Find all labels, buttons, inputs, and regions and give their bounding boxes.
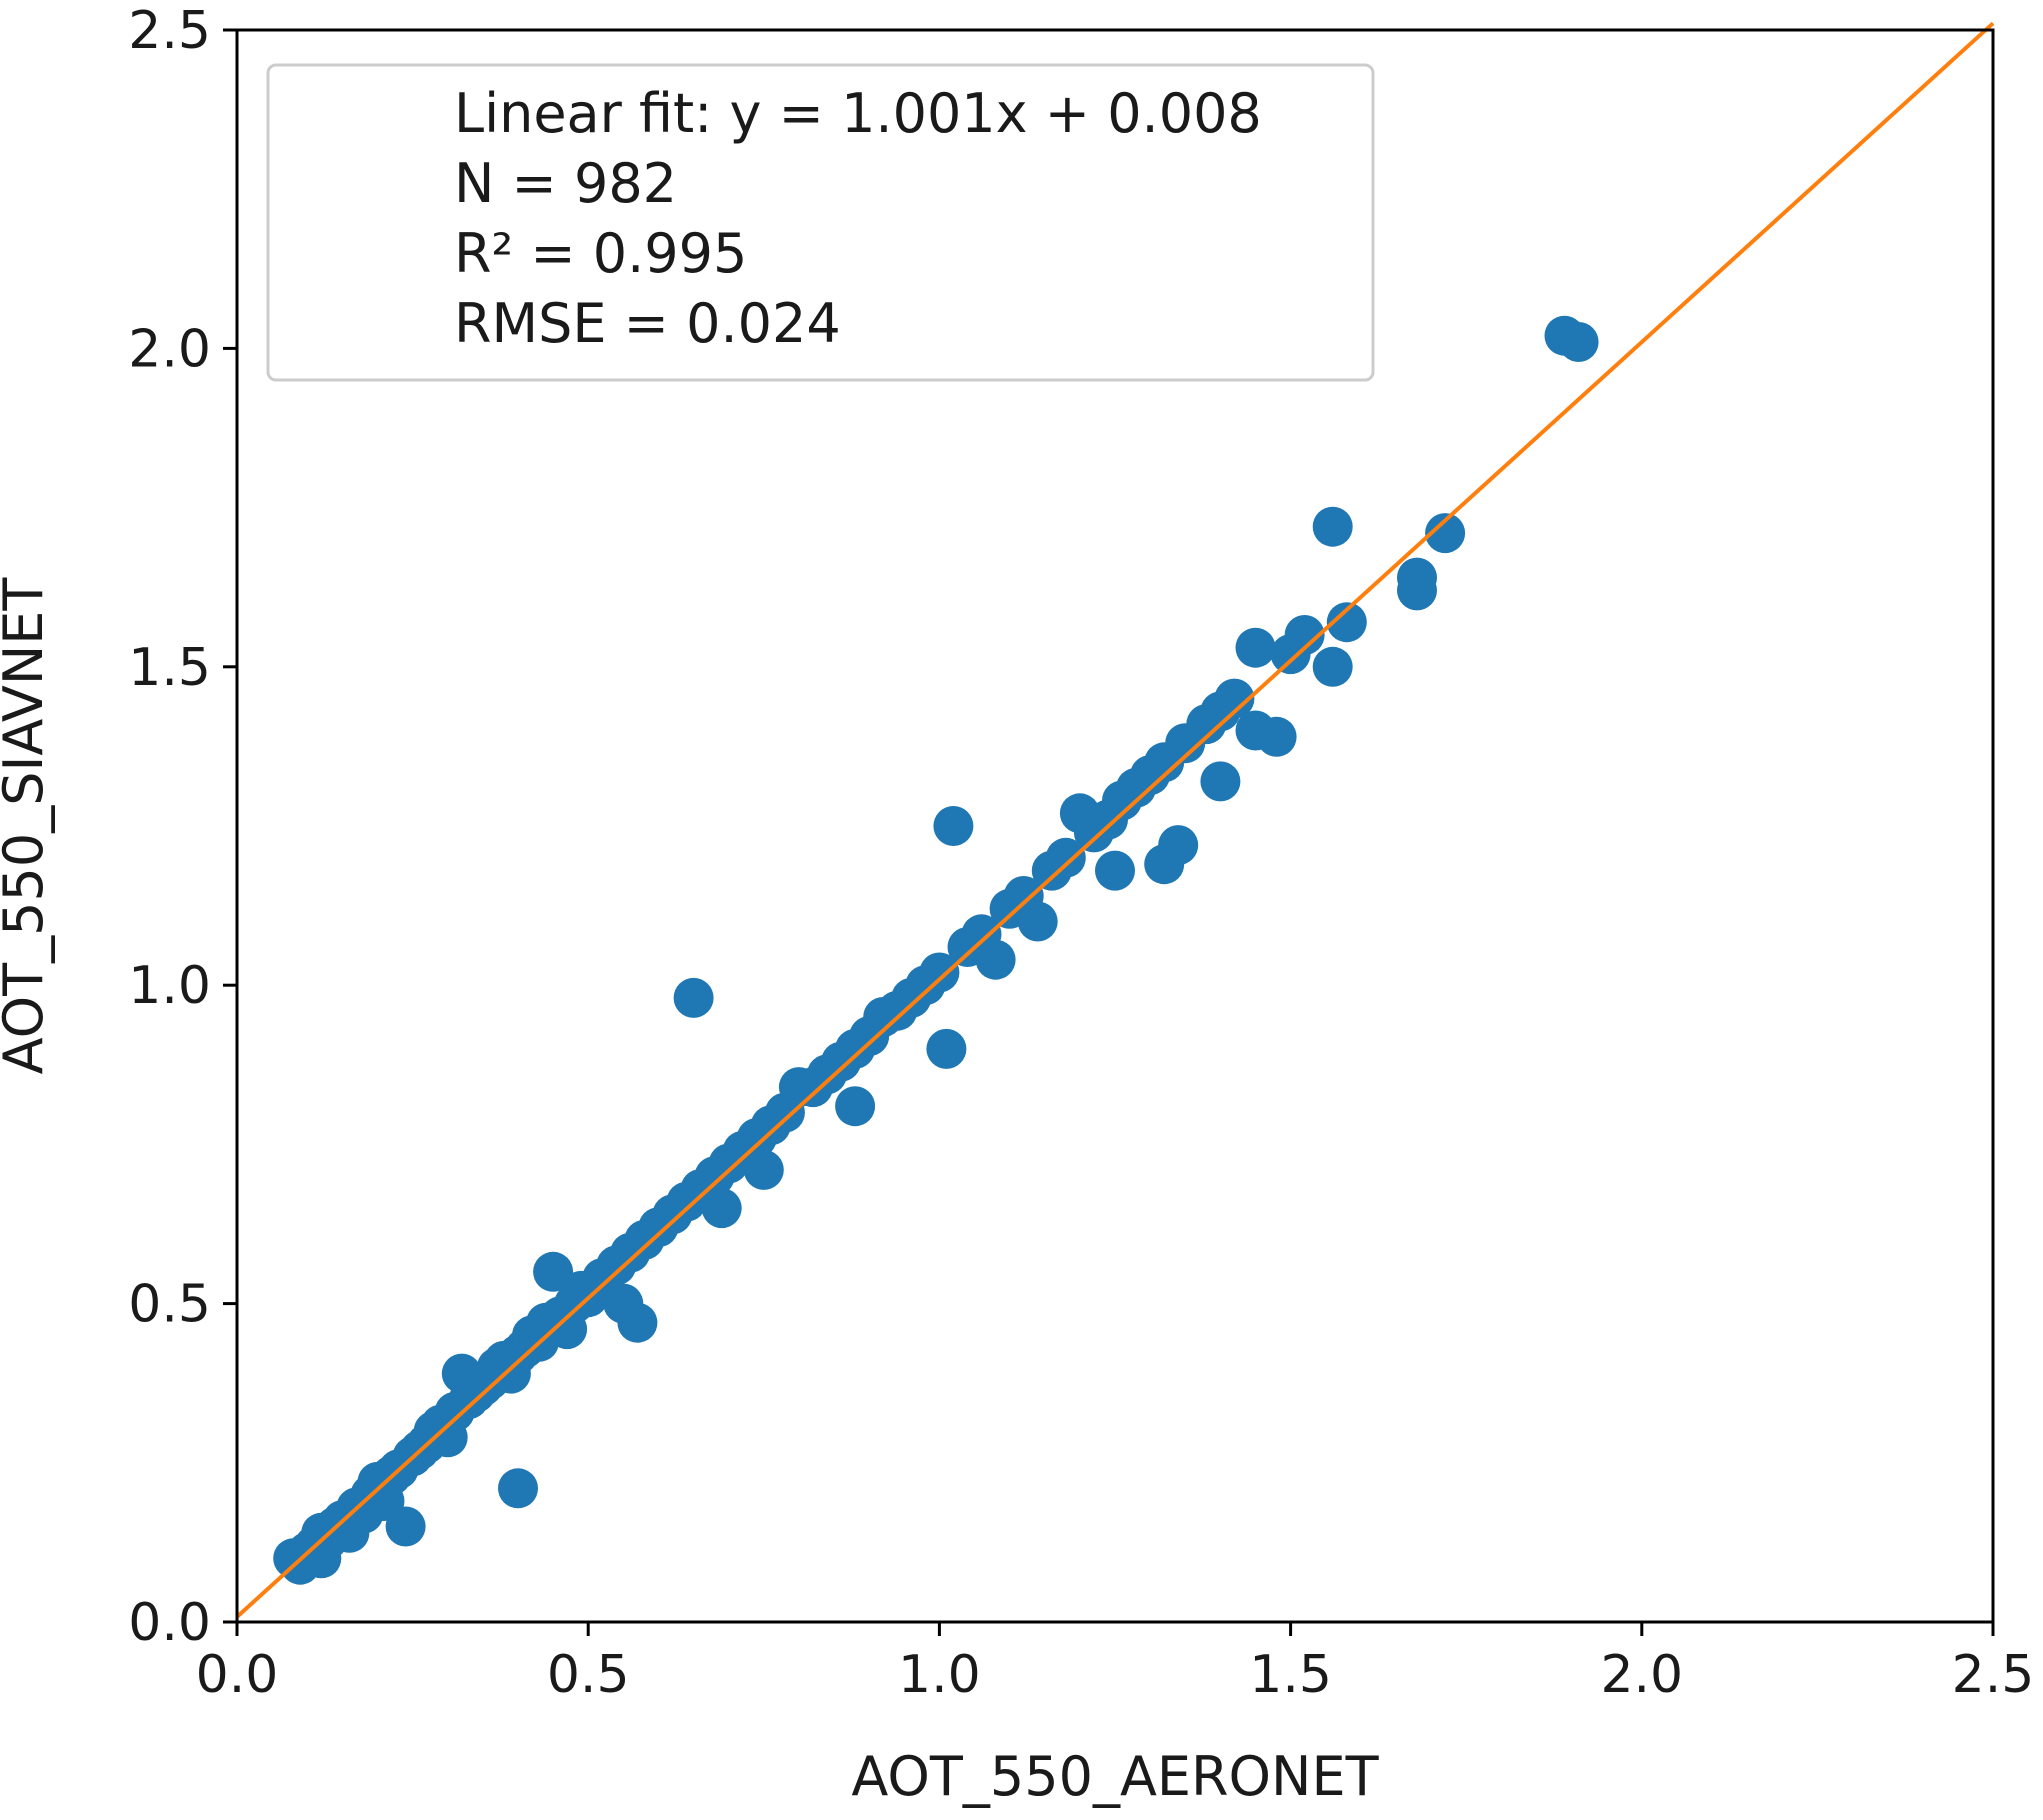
scatter-point [1235,627,1276,668]
scatter-point [533,1251,574,1292]
scatter-point [1397,557,1437,598]
y-tick-label: 2.5 [128,1,211,61]
y-tick-label: 1.0 [128,956,211,1016]
scatter-point [1326,602,1367,643]
x-axis-label: AOT_550_AERONET [851,1745,1379,1808]
scatter-point [1017,901,1058,942]
scatter-point [498,1468,538,1509]
rmse-text: RMSE = 0.024 [454,292,841,355]
r-squared-text: R² = 0.995 [454,222,747,285]
x-tick-label: 0.0 [196,1645,279,1705]
scatter-point [1200,761,1241,802]
scatter-point [673,977,714,1018]
x-axis-ticks: 0.0 0.5 1.0 1.5 2.0 2.5 [196,1622,2035,1705]
scatter-point [701,1188,742,1229]
scatter-point [617,1302,658,1343]
y-tick-label: 0.0 [128,1593,211,1653]
stats-annotation-box: Linear fit: y = 1.001x + 0.008 N = 982 R… [266,63,1375,382]
x-tick-label: 1.0 [898,1645,981,1705]
stats-box-frame [266,63,1375,382]
scatter-point [1312,506,1353,547]
scatter-point [743,1149,784,1190]
scatter-point [926,1028,967,1069]
y-axis-label: AOT_550_SIAVNET [0,577,55,1075]
x-tick-label: 1.5 [1249,1645,1332,1705]
scatter-point [1425,513,1466,554]
scatter-point [1158,825,1199,866]
fit-equation-text: Linear fit: y = 1.001x + 0.008 [454,82,1262,145]
scatter-point [835,1086,876,1127]
x-tick-label: 0.5 [547,1645,630,1705]
scatter-point [1256,716,1297,757]
scatter-point [1558,322,1599,362]
scatter-point [1312,646,1353,687]
x-tick-label: 2.0 [1600,1645,1683,1705]
scatter-point [1284,615,1325,655]
scatter-point [975,939,1016,980]
scatter-point [1095,850,1135,891]
linear-fit-line [235,21,1995,1619]
y-tick-label: 2.0 [128,319,211,379]
scatter-point [1045,837,1086,878]
scatter-point [919,952,960,993]
sample-count-text: N = 982 [454,152,677,215]
scatter-points [273,315,1599,1585]
scatter-point [385,1506,426,1547]
plot-area-frame [235,28,1995,1624]
y-tick-label: 0.5 [128,1275,211,1335]
y-tick-label: 1.5 [128,638,211,698]
x-tick-label: 2.5 [1952,1645,2035,1705]
y-axis-ticks: 0.0 0.5 1.0 1.5 2.0 2.5 [128,1,237,1653]
scatter-point [933,806,974,846]
scatter-point [1214,678,1255,719]
